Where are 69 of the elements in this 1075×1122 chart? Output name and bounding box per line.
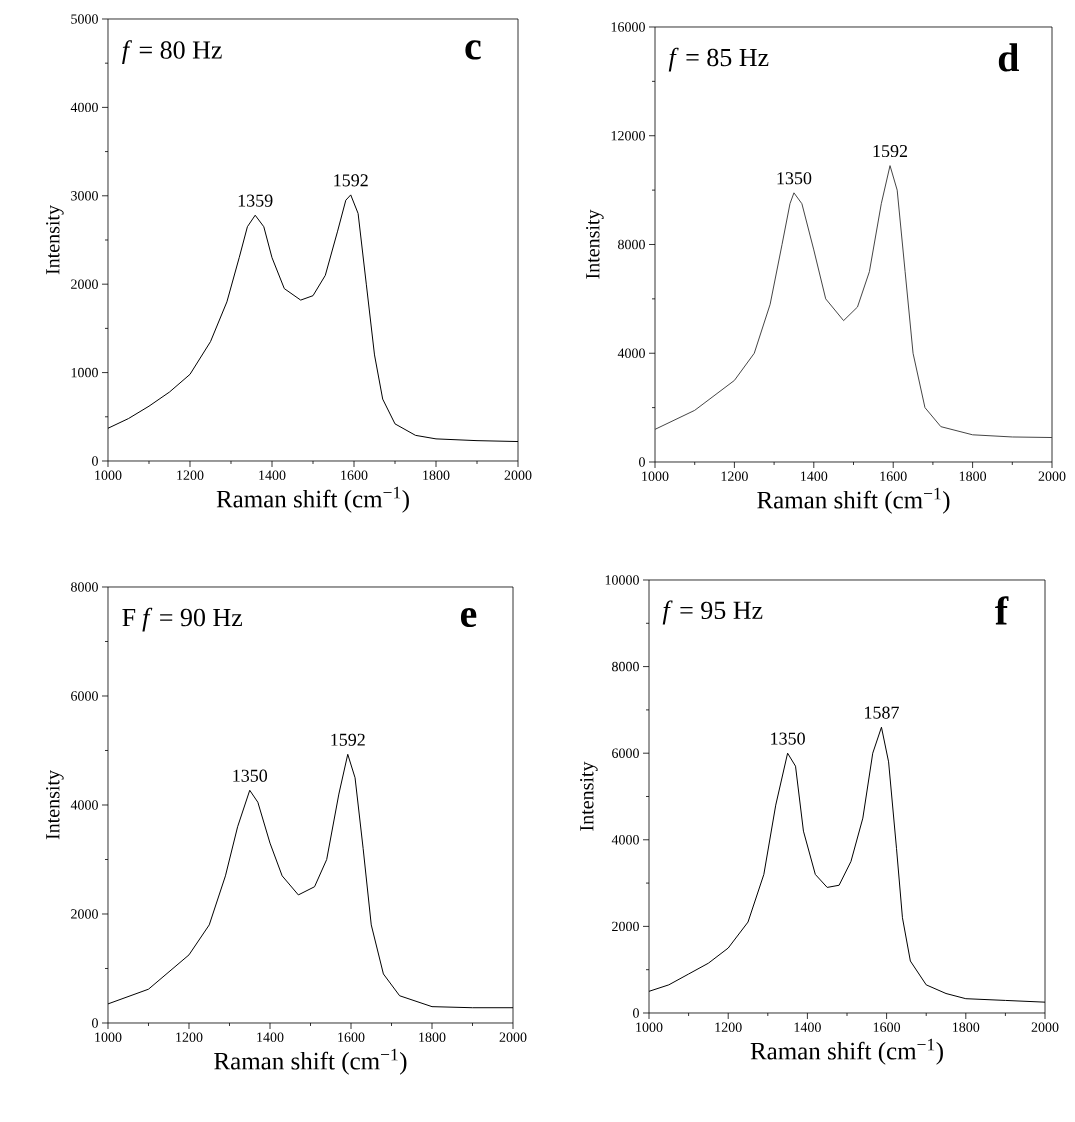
x-axis-title: Raman shift (cm$^{−1}$) [757, 487, 950, 514]
y-tick-label: 8000 [618, 239, 645, 250]
x-tick-label: 1800 [419, 1032, 446, 1042]
y-axis-title: Intensity [46, 205, 64, 275]
annotation: 1350 [771, 732, 805, 745]
x-tick-label: 1200 [715, 1022, 742, 1032]
x-axis-title: Raman shift (cm$^{−1}$) [214, 1048, 407, 1075]
annotation: 1592 [331, 733, 365, 746]
x-tick-label: 2000 [499, 1032, 527, 1042]
annotation: f = 90 Hz [142, 607, 243, 632]
y-tick-label: 6000 [612, 748, 639, 758]
annotation: c [465, 40, 481, 60]
x-tick-label: 1400 [801, 471, 828, 481]
y-tick-label: 3000 [71, 191, 98, 201]
y-tick-label: 0 [92, 456, 98, 466]
x-tick-label: 1200 [177, 470, 204, 480]
annotation: 1350 [777, 172, 812, 185]
x-tick-label: 1600 [341, 470, 368, 480]
x-tick-label: 2000 [1031, 1022, 1059, 1032]
y-tick-label: 12000 [611, 131, 645, 141]
y-tick-label: 6000 [71, 691, 98, 701]
x-tick-label: 1600 [880, 471, 907, 481]
annotation: 1587 [865, 706, 899, 719]
y-tick-label: 0 [92, 1018, 98, 1028]
y-tick-label: 2000 [71, 909, 98, 919]
y-tick-label: 4000 [617, 348, 645, 358]
x-tick-label: 1200 [176, 1032, 203, 1042]
y-tick-label: 5000 [71, 14, 98, 24]
y-tick-label: 4000 [70, 102, 98, 113]
x-axis-title: Raman shift (cm$^{−1}$) [216, 486, 409, 513]
y-axis-title: Intensity [586, 209, 604, 279]
x-tick-label: 1400 [259, 470, 286, 480]
x-tick-label: 1000 [642, 471, 669, 481]
x-tick-label: 1600 [873, 1022, 901, 1032]
y-axis-title: Intensity [46, 770, 64, 840]
y-tick-label: 4000 [611, 835, 639, 845]
annotation: 1592 [873, 145, 908, 158]
y-tick-label: 10000 [605, 575, 639, 585]
x-tick-label: 1200 [721, 471, 748, 481]
x-tick-label: 1600 [338, 1032, 365, 1042]
annotation: f = 80 Hz [122, 40, 222, 65]
y-tick-label: 8000 [612, 661, 639, 672]
line-series [655, 165, 1053, 439]
annotation: f = 95 Hz [662, 600, 763, 625]
annotation: 1359 [238, 194, 273, 207]
y-tick-label: 2000 [612, 921, 639, 932]
x-tick-label: 2000 [504, 470, 532, 480]
x-tick-label: 1400 [257, 1032, 284, 1042]
x-tick-label: 1400 [794, 1022, 821, 1032]
annotation: d [998, 43, 1020, 72]
x-axis-title: Raman shift (cm$^{−1}$) [750, 1038, 943, 1065]
x-tick-label: 1800 [959, 471, 987, 481]
y-tick-label: 8000 [71, 582, 98, 592]
annotation: F [122, 609, 136, 627]
annotation: 1350 [233, 769, 268, 782]
annotation: 1592 [334, 174, 368, 187]
y-tick-label: 0 [639, 457, 645, 467]
y-axis-title: Intensity [580, 761, 598, 831]
y-tick-label: 0 [633, 1008, 639, 1018]
annotation: f [995, 596, 1009, 625]
annotation: f = 85 Hz [668, 47, 769, 72]
y-tick-label: 4000 [70, 800, 98, 810]
x-tick-label: 2000 [1038, 471, 1066, 481]
x-tick-label: 1800 [953, 1022, 980, 1032]
annotation: e [460, 607, 477, 628]
y-tick-label: 16000 [611, 22, 645, 32]
y-tick-label: 1000 [71, 367, 98, 378]
x-tick-label: 1800 [423, 470, 450, 480]
y-tick-label: 2000 [71, 279, 98, 289]
